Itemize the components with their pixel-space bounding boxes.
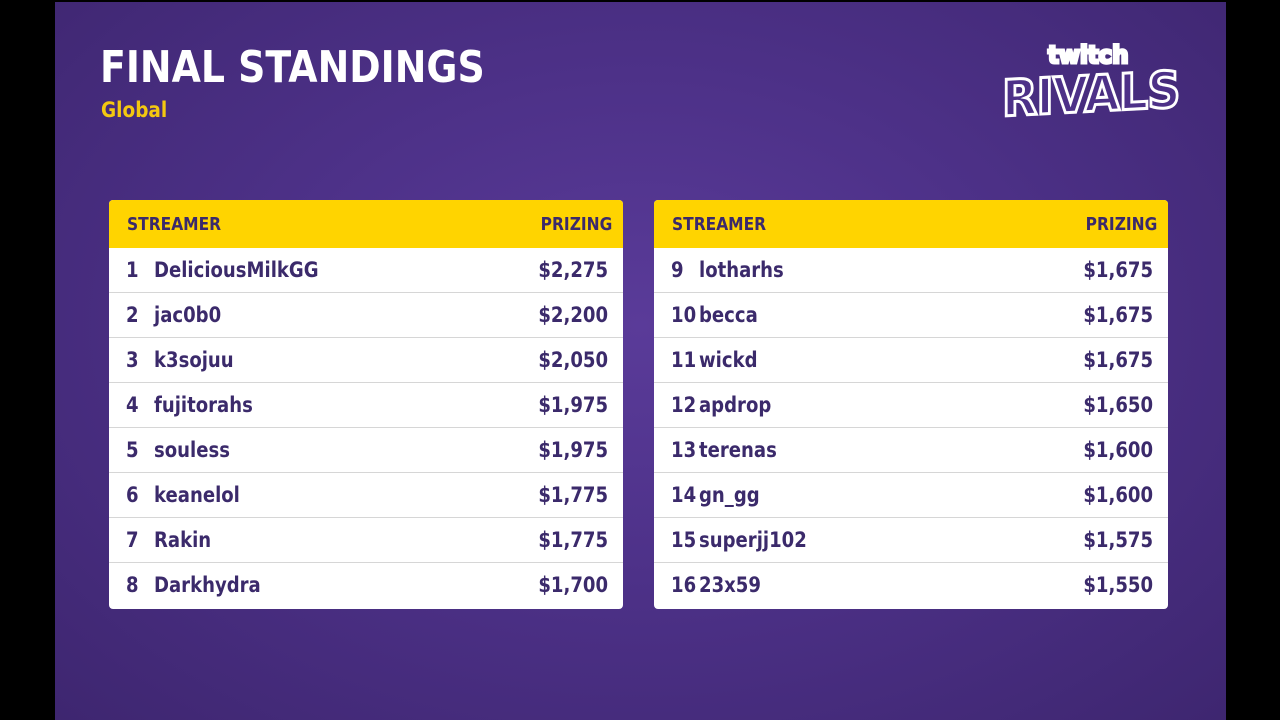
column-header-prizing: PRIZING bbox=[540, 214, 612, 235]
streamer-cell: souless bbox=[154, 438, 230, 462]
prize-cell: $1,550 bbox=[1083, 573, 1153, 597]
rank-cell: 15 bbox=[671, 528, 697, 552]
twitch-rivals-logo: twitch RIVALS bbox=[1000, 40, 1181, 132]
streamer-cell: 23x59 bbox=[699, 573, 761, 597]
streamer-cell: fujitorahs bbox=[154, 393, 253, 417]
prize-cell: $1,600 bbox=[1083, 483, 1153, 507]
column-header-streamer: STREAMER bbox=[127, 214, 222, 235]
standings-screen: FINAL STANDINGS Global twitch RIVALS STR… bbox=[55, 2, 1226, 720]
table-row: 1 DeliciousMilkGG $2,275 bbox=[109, 248, 623, 293]
rank-cell: 4 bbox=[126, 393, 139, 417]
page-title: FINAL STANDINGS bbox=[100, 42, 485, 93]
logo-twitch-text: twitch bbox=[1047, 40, 1130, 71]
table-row: 13 terenas $1,600 bbox=[654, 428, 1168, 473]
streamer-cell: terenas bbox=[699, 438, 777, 462]
streamer-cell: k3sojuu bbox=[154, 348, 234, 372]
streamer-cell: becca bbox=[699, 303, 758, 327]
table-row: 14 gn_gg $1,600 bbox=[654, 473, 1168, 518]
rank-cell: 6 bbox=[126, 483, 139, 507]
rank-cell: 9 bbox=[671, 258, 684, 282]
prize-cell: $2,275 bbox=[538, 258, 608, 282]
table-row: 2 jac0b0 $2,200 bbox=[109, 293, 623, 338]
table-row: 16 23x59 $1,550 bbox=[654, 563, 1168, 607]
logo-rivals-text: RIVALS bbox=[1001, 59, 1181, 129]
streamer-cell: superjj102 bbox=[699, 528, 807, 552]
table-body: 1 DeliciousMilkGG $2,275 2 jac0b0 $2,200… bbox=[109, 248, 623, 607]
standings-table-left: STREAMER PRIZING 1 DeliciousMilkGG $2,27… bbox=[109, 200, 623, 609]
table-row: 10 becca $1,675 bbox=[654, 293, 1168, 338]
prize-cell: $1,650 bbox=[1083, 393, 1153, 417]
page-subtitle: Global bbox=[101, 98, 168, 122]
table-row: 3 k3sojuu $2,050 bbox=[109, 338, 623, 383]
prize-cell: $1,975 bbox=[538, 438, 608, 462]
rank-cell: 10 bbox=[671, 303, 697, 327]
table-body: 9 lotharhs $1,675 10 becca $1,675 11 wic… bbox=[654, 248, 1168, 607]
rank-cell: 7 bbox=[126, 528, 139, 552]
rank-cell: 5 bbox=[126, 438, 139, 462]
table-header: STREAMER PRIZING bbox=[109, 200, 623, 248]
rank-cell: 13 bbox=[671, 438, 697, 462]
table-row: 9 lotharhs $1,675 bbox=[654, 248, 1168, 293]
prize-cell: $1,775 bbox=[538, 483, 608, 507]
standings-table-right: STREAMER PRIZING 9 lotharhs $1,675 10 be… bbox=[654, 200, 1168, 609]
table-row: 6 keanelol $1,775 bbox=[109, 473, 623, 518]
table-row: 5 souless $1,975 bbox=[109, 428, 623, 473]
prize-cell: $2,050 bbox=[538, 348, 608, 372]
table-row: 8 Darkhydra $1,700 bbox=[109, 563, 623, 607]
streamer-cell: jac0b0 bbox=[154, 303, 222, 327]
rank-cell: 16 bbox=[671, 573, 697, 597]
table-row: 15 superjj102 $1,575 bbox=[654, 518, 1168, 563]
rank-cell: 8 bbox=[126, 573, 139, 597]
rank-cell: 3 bbox=[126, 348, 139, 372]
streamer-cell: gn_gg bbox=[699, 483, 760, 507]
table-row: 4 fujitorahs $1,975 bbox=[109, 383, 623, 428]
table-row: 12 apdrop $1,650 bbox=[654, 383, 1168, 428]
rank-cell: 12 bbox=[671, 393, 697, 417]
prize-cell: $1,700 bbox=[538, 573, 608, 597]
streamer-cell: Rakin bbox=[154, 528, 212, 552]
prize-cell: $1,675 bbox=[1083, 258, 1153, 282]
prize-cell: $1,775 bbox=[538, 528, 608, 552]
prize-cell: $1,675 bbox=[1083, 303, 1153, 327]
column-header-prizing: PRIZING bbox=[1085, 214, 1157, 235]
rank-cell: 1 bbox=[126, 258, 139, 282]
table-row: 11 wickd $1,675 bbox=[654, 338, 1168, 383]
prize-cell: $1,975 bbox=[538, 393, 608, 417]
rank-cell: 2 bbox=[126, 303, 139, 327]
streamer-cell: lotharhs bbox=[699, 258, 784, 282]
rank-cell: 14 bbox=[671, 483, 697, 507]
streamer-cell: apdrop bbox=[699, 393, 772, 417]
prize-cell: $2,200 bbox=[538, 303, 608, 327]
table-row: 7 Rakin $1,775 bbox=[109, 518, 623, 563]
streamer-cell: Darkhydra bbox=[154, 573, 261, 597]
prize-cell: $1,600 bbox=[1083, 438, 1153, 462]
streamer-cell: DeliciousMilkGG bbox=[154, 258, 319, 282]
rank-cell: 11 bbox=[671, 348, 697, 372]
table-header: STREAMER PRIZING bbox=[654, 200, 1168, 248]
column-header-streamer: STREAMER bbox=[672, 214, 767, 235]
streamer-cell: keanelol bbox=[154, 483, 240, 507]
prize-cell: $1,675 bbox=[1083, 348, 1153, 372]
streamer-cell: wickd bbox=[699, 348, 758, 372]
prize-cell: $1,575 bbox=[1083, 528, 1153, 552]
